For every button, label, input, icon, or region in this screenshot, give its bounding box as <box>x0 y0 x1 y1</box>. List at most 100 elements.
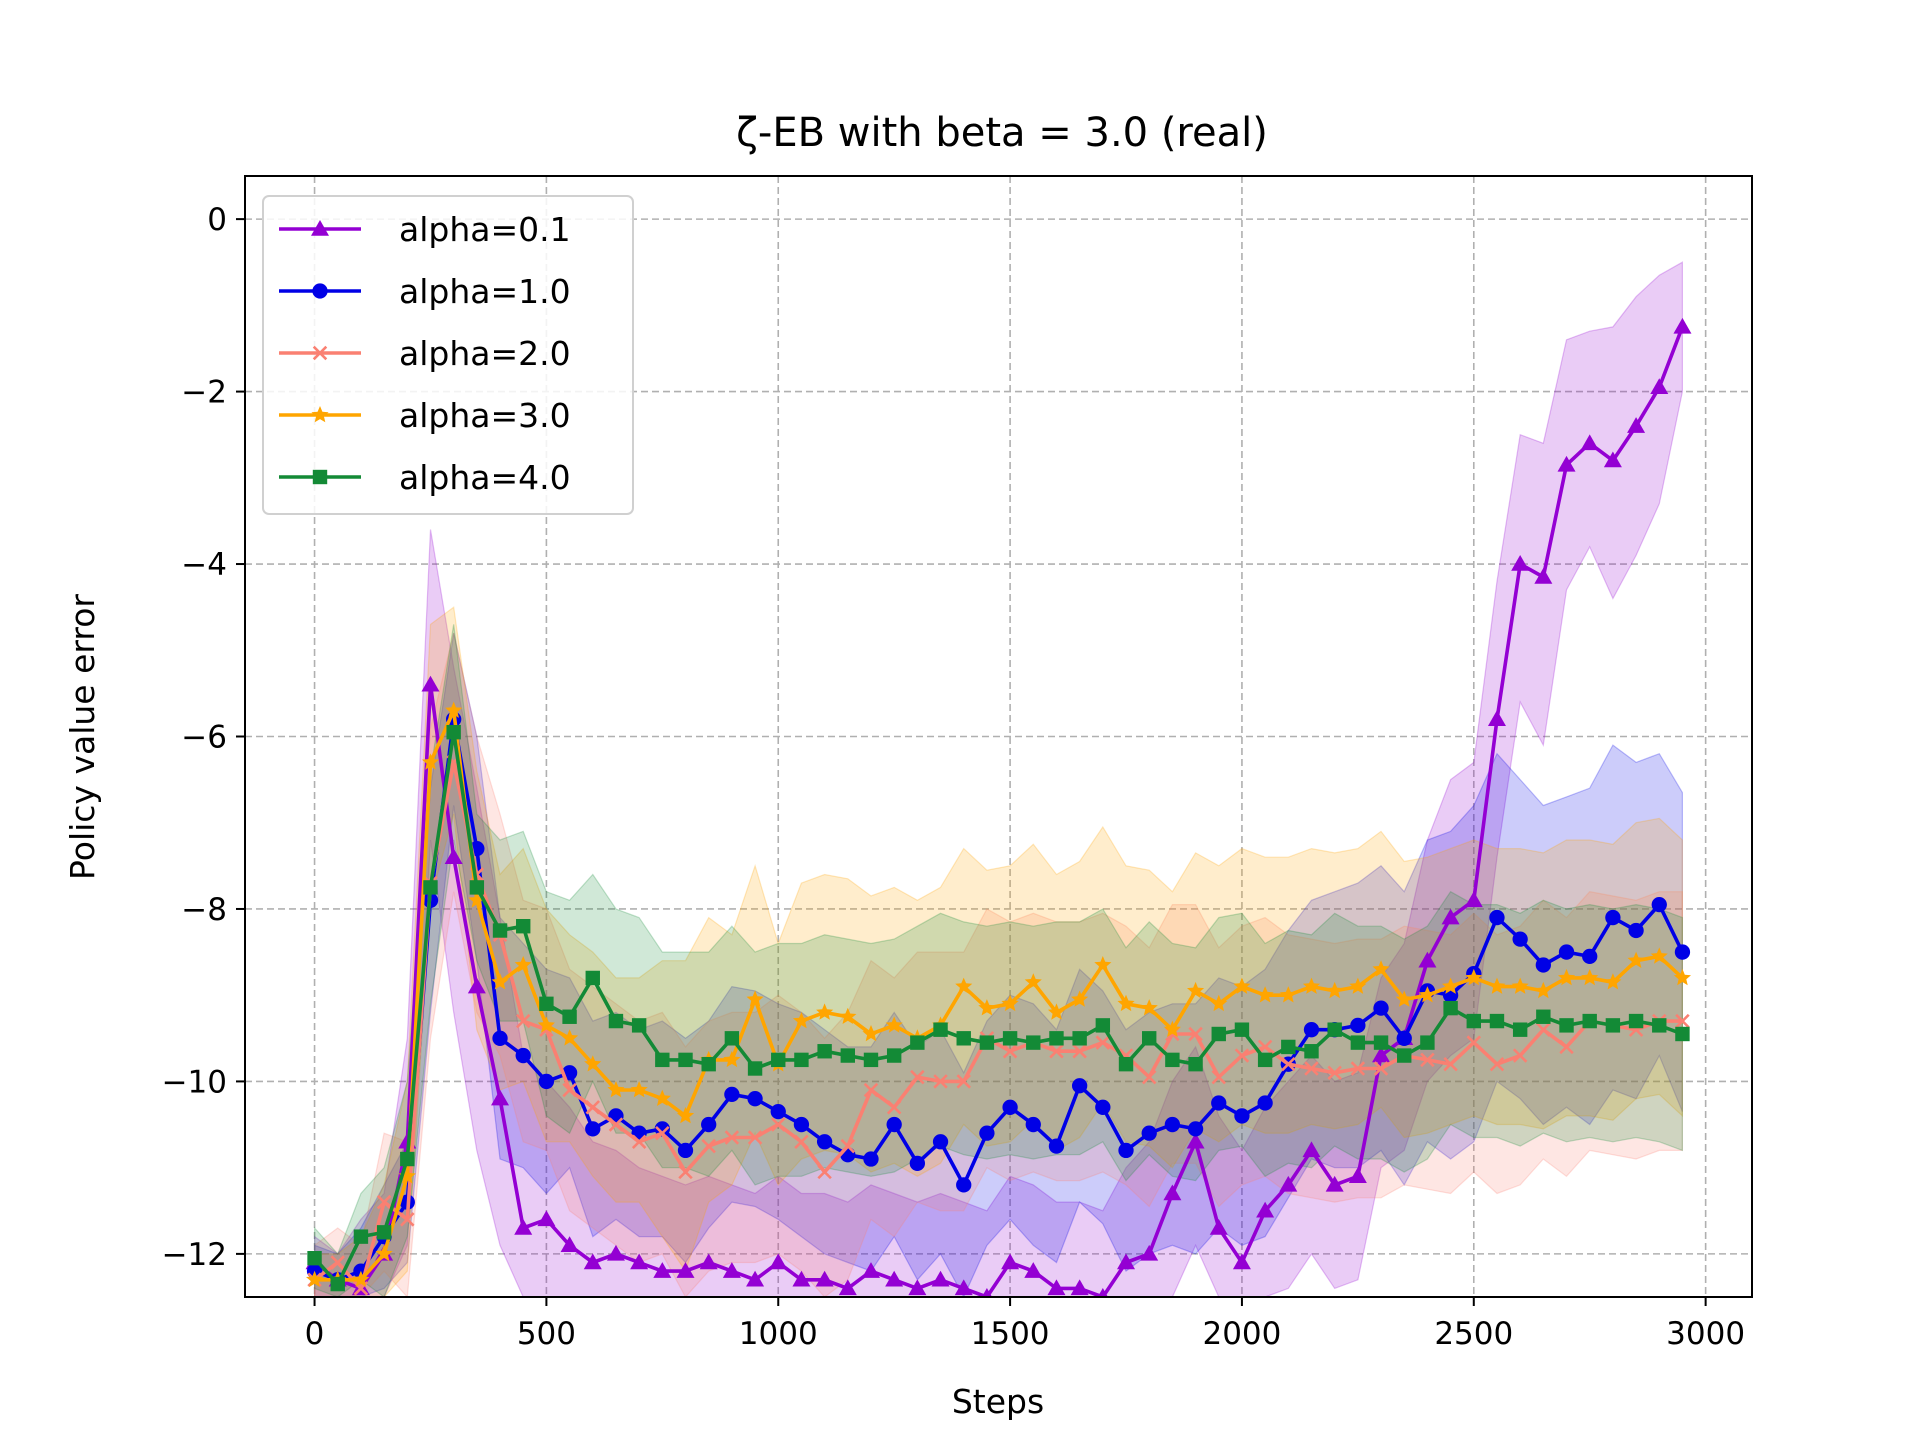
legend-item: alpha=3.0 <box>279 396 571 435</box>
data-point-star <box>1650 947 1668 964</box>
series-group <box>306 701 1691 1287</box>
data-point-x <box>1281 1056 1296 1072</box>
data-point-star <box>1326 981 1344 999</box>
data-point-x <box>376 1194 392 1210</box>
data-point-square <box>655 1052 670 1068</box>
data-point-circle <box>747 1091 763 1107</box>
data-point-x <box>1489 1056 1505 1072</box>
data-point-star <box>1279 986 1297 1003</box>
data-point-triangle <box>491 1089 510 1106</box>
data-point-square <box>1628 1013 1644 1029</box>
data-point-star <box>375 1244 393 1262</box>
y-axis-ticks: 0 −2 −4 −6 −8 −10 −12 <box>162 202 245 1273</box>
data-point-triangle <box>1325 1175 1344 1192</box>
data-point-star <box>978 999 996 1016</box>
data-point-triangle <box>1372 1046 1391 1063</box>
data-point-star <box>1140 999 1158 1016</box>
data-point-triangle <box>1279 1175 1298 1192</box>
data-point-x <box>1234 1048 1250 1063</box>
data-point-circle <box>1674 944 1691 960</box>
data-point-triangle <box>1186 1132 1205 1149</box>
data-point-triangle <box>1232 1253 1251 1270</box>
data-point-star <box>1673 968 1691 986</box>
data-point-square <box>956 1031 971 1046</box>
data-point-square <box>423 880 438 895</box>
data-point-x <box>1675 1013 1690 1029</box>
data-point-x <box>1536 1022 1551 1037</box>
data-point-circle <box>1373 1000 1389 1016</box>
data-point-square <box>608 1013 624 1029</box>
data-point-triangle <box>421 675 440 692</box>
data-point-star <box>1047 1003 1065 1020</box>
data-point-star <box>1465 968 1483 986</box>
y-tick-label: 0 <box>207 202 227 238</box>
data-point-x <box>956 1074 971 1089</box>
data-point-star <box>1071 990 1089 1007</box>
data-point-square <box>1675 1026 1690 1042</box>
data-point-star <box>1534 981 1552 999</box>
data-point-circle <box>654 1121 670 1137</box>
data-point-circle <box>585 1121 601 1137</box>
data-point-star <box>1558 968 1576 986</box>
data-point-square <box>312 469 328 485</box>
data-point-circle <box>515 1047 531 1064</box>
data-point-triangle <box>981 1288 993 1297</box>
data-point-x <box>747 1130 763 1145</box>
data-point-triangle <box>1070 1279 1089 1296</box>
data-point-triangle <box>467 977 486 994</box>
data-point-triangle <box>1464 891 1483 908</box>
data-point-x <box>771 1117 786 1132</box>
data-point-x <box>1350 1061 1366 1076</box>
data-point-circle <box>1605 909 1621 926</box>
x-tick-label: 0 <box>305 1316 325 1352</box>
data-point-square <box>1652 1018 1667 1033</box>
y-tick-label: −2 <box>181 375 227 411</box>
data-point-square <box>747 1061 763 1076</box>
data-point-triangle <box>514 1219 533 1235</box>
data-point-square <box>1072 1031 1087 1046</box>
data-point-triangle <box>746 1270 765 1287</box>
chart-title: ζ-EB with beta = 3.0 (real) <box>736 110 1268 156</box>
data-point-square <box>562 1009 577 1024</box>
data-point-circle <box>492 1030 508 1046</box>
legend-item: alpha=2.0 <box>279 334 571 373</box>
data-point-circle <box>1002 1099 1018 1115</box>
data-point-square <box>1211 1026 1226 1042</box>
data-point-star <box>468 891 486 908</box>
y-tick-label: −4 <box>181 547 227 583</box>
data-point-x <box>562 1082 577 1098</box>
data-point-star <box>1627 951 1645 968</box>
data-point-circle <box>1350 1017 1366 1034</box>
data-point-triangle <box>1441 908 1460 925</box>
data-point-star <box>514 956 532 973</box>
data-point-x <box>1002 1044 1018 1059</box>
data-point-circle <box>701 1116 717 1133</box>
legend-label: alpha=1.0 <box>399 272 571 311</box>
data-point-square <box>446 724 461 740</box>
data-point-circle <box>1164 1116 1181 1133</box>
data-point-triangle <box>1673 317 1692 334</box>
data-point-triangle <box>1047 1279 1066 1296</box>
data-point-x <box>1443 1056 1458 1072</box>
data-point-square <box>794 1052 809 1068</box>
data-point-triangle <box>954 1279 973 1296</box>
data-point-circle <box>1141 1125 1157 1141</box>
data-point-x <box>678 1164 693 1180</box>
data-point-star <box>723 1050 741 1068</box>
data-point-x <box>1304 1061 1319 1076</box>
x-axis-ticks: 0 500 1000 1500 2000 2500 3000 <box>305 1297 1745 1352</box>
series-group <box>305 317 1692 1297</box>
data-point-square <box>1582 1013 1597 1029</box>
data-point-triangle <box>1580 434 1599 451</box>
data-point-circle <box>724 1086 740 1103</box>
data-point-circle <box>1257 1095 1273 1111</box>
data-point-star <box>311 406 329 423</box>
data-point-square <box>1559 1018 1574 1033</box>
data-point-star <box>1418 986 1436 1003</box>
data-point-triangle <box>1603 451 1622 468</box>
data-point-star <box>398 1167 416 1184</box>
grid-lines <box>245 176 1752 1297</box>
data-point-triangle <box>1001 1253 1020 1270</box>
data-point-x <box>400 1212 415 1227</box>
data-point-square <box>1002 1031 1018 1046</box>
